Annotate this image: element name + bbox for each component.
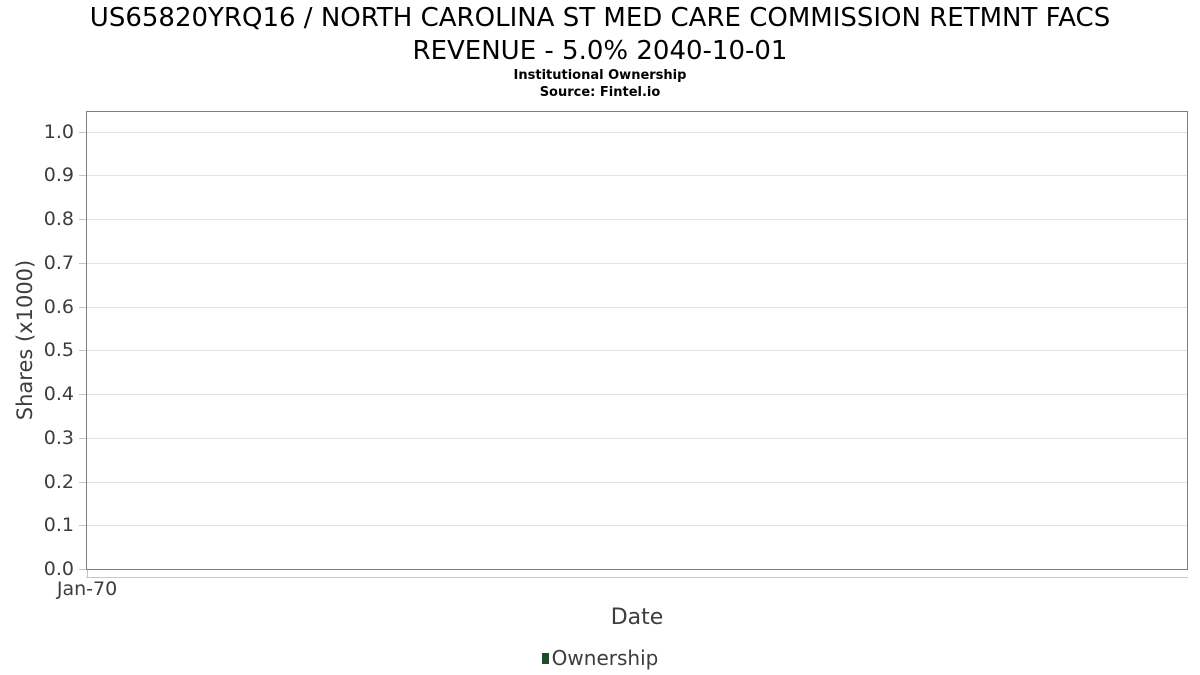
gridline: [87, 525, 1187, 527]
x-tick-mark: [87, 570, 88, 577]
y-tick-label: 0.5: [43, 339, 74, 362]
y-tick-label: 0.6: [43, 295, 74, 318]
x-axis-baseline: [86, 577, 1188, 578]
x-axis-title: Date: [610, 605, 664, 630]
gridline: [87, 350, 1187, 352]
y-tick-label: 0.8: [43, 208, 74, 231]
y-tick-label: 1.0: [43, 120, 74, 143]
y-tick-mark: [79, 394, 86, 396]
y-tick-label: 0.9: [43, 164, 74, 187]
legend-swatch-ownership: [541, 652, 549, 664]
gridline: [87, 481, 1187, 483]
gridline: [87, 219, 1187, 221]
chart-title-line-1: US65820YRQ16 / NORTH CAROLINA ST MED CAR…: [89, 3, 1111, 33]
y-tick-mark: [79, 131, 86, 133]
gridline: [87, 306, 1187, 308]
x-tick-label: Jan-70: [56, 578, 118, 600]
y-tick-label: 0.4: [43, 383, 74, 406]
chart-title-line-2: REVENUE - 5.0% 2040-10-01: [412, 36, 788, 66]
y-tick-label: 0.7: [43, 251, 74, 274]
y-tick-label: 0.0: [43, 558, 74, 580]
y-tick-label: 0.1: [43, 514, 74, 537]
y-tick-mark: [79, 569, 86, 570]
plot-area: [86, 111, 1188, 570]
chart-title: US65820YRQ16 / NORTH CAROLINA ST MED CAR…: [0, 2, 1200, 68]
gridline: [87, 175, 1187, 177]
y-tick-mark: [79, 437, 86, 439]
gridline: [87, 394, 1187, 396]
gridline: [87, 131, 1187, 133]
chart-subtitle: Institutional Ownership: [513, 68, 687, 83]
y-tick-mark: [79, 525, 86, 527]
y-tick-mark: [79, 262, 86, 264]
y-tick-mark: [79, 481, 86, 483]
legend: Ownership: [0, 646, 1200, 670]
y-axis-ticks: 0.0 0.1 0.2 0.3 0.4 0.5 0.6 0.7 0.8 0.9 1.0: [0, 112, 86, 580]
y-tick-mark: [79, 306, 86, 308]
gridline: [87, 437, 1187, 439]
legend-label-ownership: Ownership: [551, 646, 659, 670]
y-tick-mark: [79, 219, 86, 221]
y-tick-mark: [79, 175, 86, 177]
chart-source: Source: Fintel.io: [539, 85, 661, 100]
gridline: [87, 262, 1187, 264]
x-axis-ticks: Jan-70: [57, 570, 1187, 602]
y-tick-mark: [79, 350, 86, 352]
y-tick-label: 0.3: [43, 426, 74, 449]
y-tick-label: 0.2: [43, 470, 74, 493]
